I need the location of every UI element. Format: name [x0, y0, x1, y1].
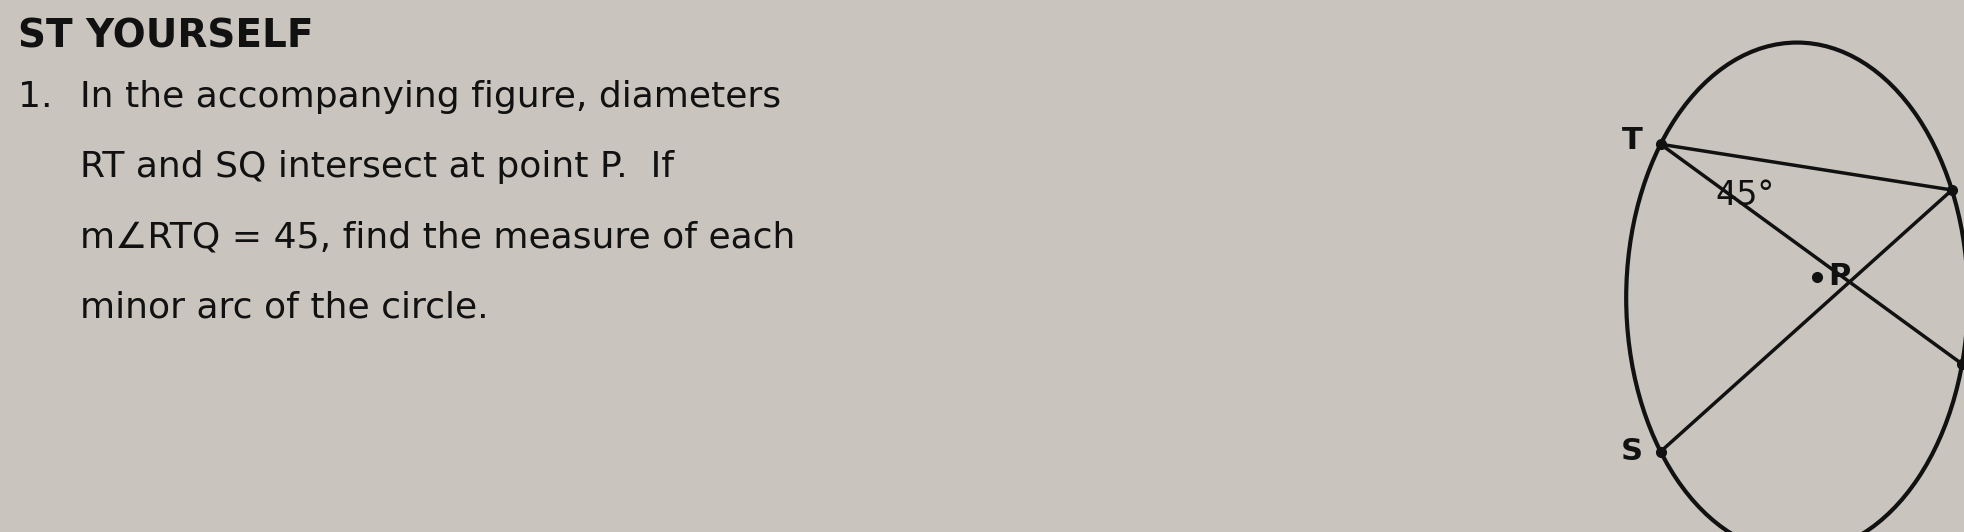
Text: S: S — [1620, 437, 1642, 466]
Text: minor arc of the circle.: minor arc of the circle. — [81, 290, 489, 324]
Text: 45°: 45° — [1717, 179, 1775, 212]
Text: T: T — [1622, 126, 1642, 155]
Text: 1.: 1. — [18, 80, 53, 114]
Text: In the accompanying figure, diameters: In the accompanying figure, diameters — [81, 80, 782, 114]
Text: RT and SQ intersect at point P.  If: RT and SQ intersect at point P. If — [81, 150, 674, 184]
Text: ST YOURSELF: ST YOURSELF — [18, 18, 314, 56]
Text: P: P — [1828, 262, 1850, 291]
Text: m∠RTQ = 45, find the measure of each: m∠RTQ = 45, find the measure of each — [81, 220, 795, 254]
